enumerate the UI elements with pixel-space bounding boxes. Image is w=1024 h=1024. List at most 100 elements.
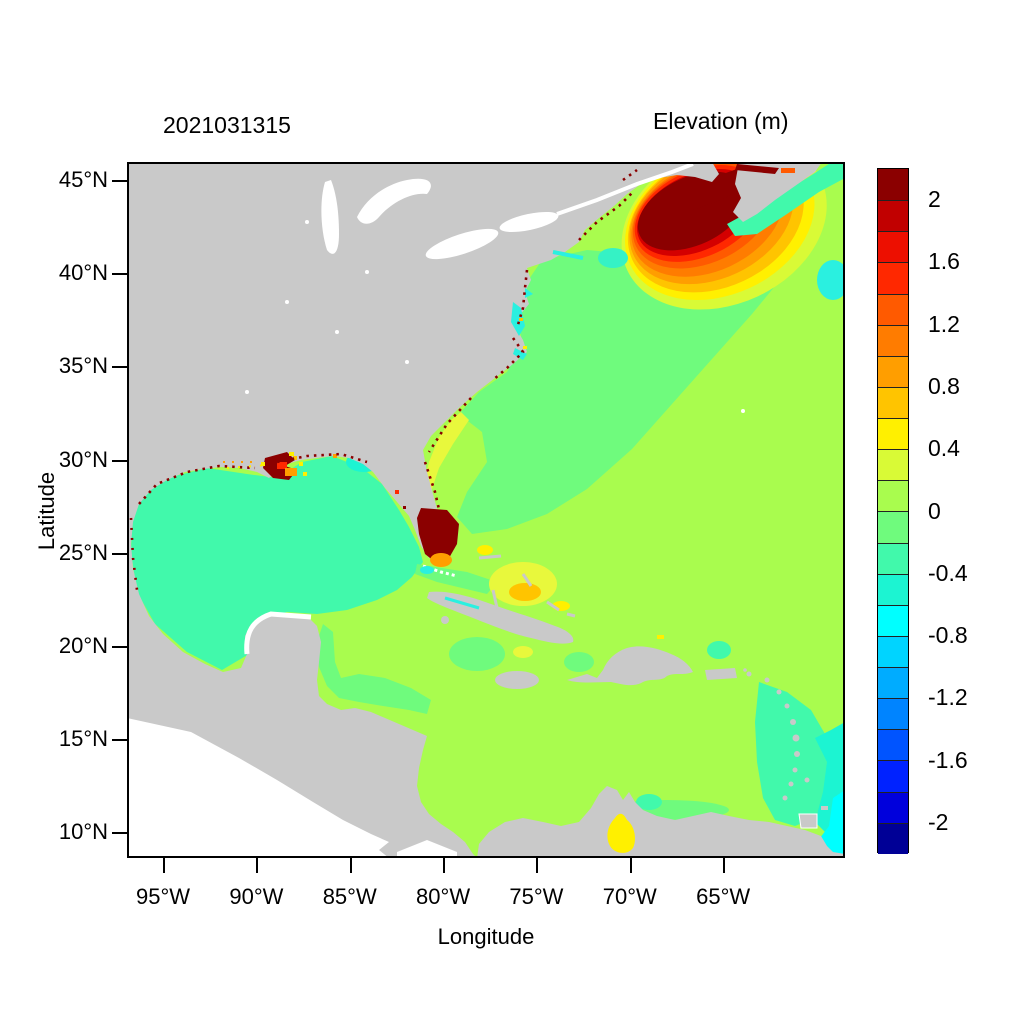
- x-tick-mark: [163, 858, 166, 873]
- colorbar-segment: [878, 324, 908, 356]
- li-sound-teal: [552, 250, 584, 260]
- map-plot: [127, 162, 845, 858]
- georgia-coastal-band: [423, 412, 469, 492]
- no-data-white: [127, 162, 745, 858]
- panama-bight-white: [397, 840, 457, 858]
- nova-scotia-shelf-band: [727, 162, 845, 236]
- colorbar-segment: [878, 169, 908, 201]
- land-nova-scotia: [733, 162, 822, 222]
- x-tick-label: 80°W: [416, 884, 471, 909]
- x-tick-label: 95°W: [136, 884, 191, 909]
- colorbar-segment: [878, 698, 908, 730]
- gulf-of-mexico-water: [131, 456, 423, 670]
- x-tick-mark: [723, 858, 726, 873]
- y-tick-label: 45°N: [58, 167, 108, 193]
- y-tick-mark: [112, 832, 127, 835]
- colorbar-tick-label: 1.6: [928, 248, 960, 275]
- y-tick-mark: [112, 366, 127, 369]
- plot-title-date: 2021031315: [163, 112, 291, 138]
- y-tick-mark: [112, 273, 127, 276]
- small-lakes: [245, 220, 409, 394]
- island-hispaniola: [567, 646, 693, 686]
- colorbar-segment: [878, 511, 908, 543]
- colorbar-segment: [878, 231, 908, 263]
- colorbar-tick-label: -1.6: [928, 746, 968, 773]
- island-tobago: [821, 806, 828, 810]
- x-tick-mark: [629, 858, 632, 873]
- x-tick-label: 65°W: [696, 884, 751, 909]
- colorbar-tick-label: -0.4: [928, 559, 968, 586]
- x-tick-label: 75°W: [509, 884, 564, 909]
- y-tick-mark: [112, 645, 127, 648]
- bahama-spot: [477, 545, 493, 555]
- islands-lesser-antilles: [743, 668, 810, 801]
- colorbar-segment: [878, 729, 908, 761]
- colorbar: [877, 168, 909, 854]
- florida-bay-teal: [420, 566, 434, 574]
- bermuda-speck: [741, 409, 745, 413]
- x-tick-mark: [443, 858, 446, 873]
- y-tick-label: 30°N: [58, 446, 108, 472]
- coastal-surge-features: [129, 164, 795, 853]
- louisiana-yellow-speckles: [226, 464, 268, 469]
- st-lawrence-river: [556, 162, 694, 216]
- colorbar-segment: [878, 822, 908, 854]
- cuba-north-teal: [444, 596, 480, 610]
- plot-frame: [127, 162, 845, 858]
- gulf-of-honduras-patch: [317, 624, 431, 714]
- coastal-speckles: [129, 168, 638, 591]
- island-trinidad: [798, 813, 818, 829]
- x-tick-label: 85°W: [322, 884, 377, 909]
- x-tick-mark: [349, 858, 352, 873]
- y-tick-label: 40°N: [58, 260, 108, 286]
- venezuela-spring-patch: [636, 794, 662, 810]
- lake-michigan: [321, 180, 339, 254]
- colorbar-tick-label: 0: [928, 497, 941, 524]
- colorbar-segment: [878, 200, 908, 232]
- colorbar-segment: [878, 760, 908, 792]
- x-tick-label: 70°W: [602, 884, 657, 909]
- south-florida-orange: [430, 553, 452, 567]
- colorbar-segment: [878, 667, 908, 699]
- lake-erie: [425, 228, 499, 260]
- windward-passage-patch: [564, 652, 594, 672]
- bahama-bank-gold: [509, 583, 541, 601]
- x-tick-mark: [536, 858, 539, 873]
- y-tick-label: 20°N: [58, 632, 108, 658]
- y-tick-label: 35°N: [58, 353, 108, 379]
- nj-offshore-teal: [598, 248, 628, 268]
- islands-bahamas: [478, 554, 576, 618]
- y-tick-label: 15°N: [58, 725, 108, 751]
- colorbar-segment: [878, 262, 908, 294]
- colorbar-tick-label: 0.4: [928, 435, 960, 462]
- cayman-patch: [449, 637, 505, 671]
- colorbar-segment: [878, 293, 908, 325]
- south-florida-blob: [417, 508, 459, 562]
- crooked-island-spot: [513, 646, 533, 658]
- se-corner-band-cyan: [803, 790, 845, 858]
- x-tick-label: 90°W: [229, 884, 284, 909]
- y-tick-mark: [112, 738, 127, 741]
- colorbar-tick-label: 0.8: [928, 372, 960, 399]
- minas-orange-dash: [781, 168, 795, 173]
- y-tick-mark: [112, 180, 127, 183]
- colorbar-segment: [878, 573, 908, 605]
- delaware-teal: [525, 288, 533, 298]
- island-isla-juventud: [441, 616, 449, 624]
- yucatan-coast-white-strip: [244, 611, 312, 655]
- x-tick-mark: [256, 858, 259, 873]
- lake-huron: [357, 178, 431, 224]
- colorbar-segment: [878, 386, 908, 418]
- pacific-ocean-white: [127, 718, 389, 858]
- y-tick-mark: [112, 552, 127, 555]
- ocean-patch: [707, 641, 731, 659]
- colorbar-segment: [878, 635, 908, 667]
- x-axis-title: Longitude: [437, 924, 535, 949]
- colorbar-title: Elevation (m): [653, 108, 789, 134]
- y-tick-mark: [112, 459, 127, 462]
- y-tick-label: 25°N: [58, 539, 108, 565]
- ocean-patch-ne-edge: [817, 260, 845, 300]
- colorbar-tick-label: -1.2: [928, 684, 968, 711]
- island-puerto-rico: [705, 668, 737, 680]
